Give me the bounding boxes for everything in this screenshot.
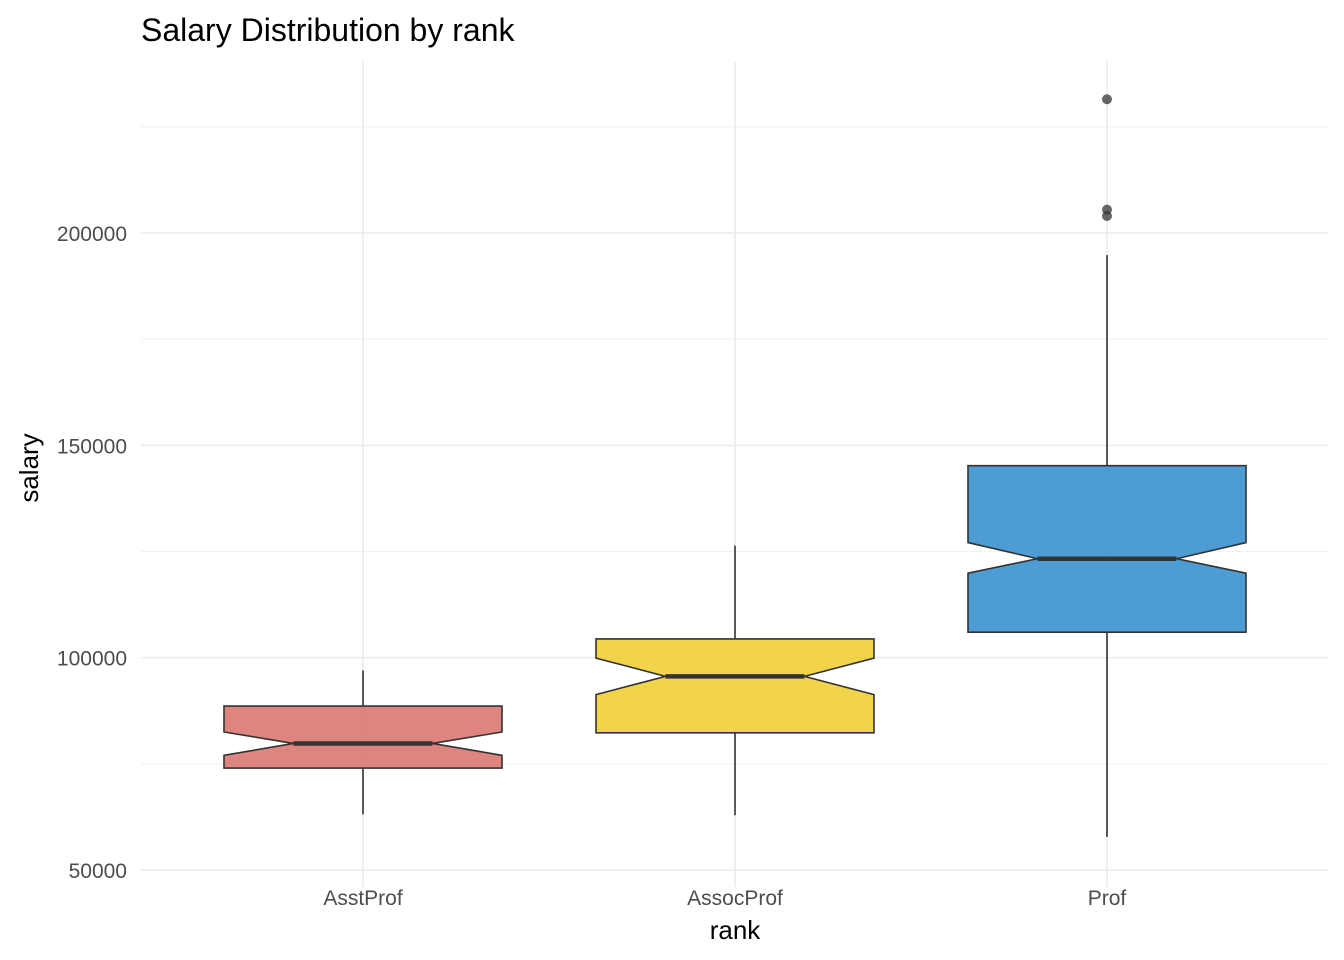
y-tick-label: 100000	[57, 648, 127, 671]
y-axis-title: salary	[14, 433, 44, 502]
box-assocprof	[595, 545, 875, 816]
x-axis-title: rank	[710, 915, 762, 945]
box-body	[223, 705, 503, 769]
outlier-point	[1102, 94, 1112, 105]
box-prof	[967, 94, 1247, 837]
y-tick-label: 150000	[57, 435, 127, 458]
x-tick-label: AsstProf	[323, 887, 403, 910]
y-tick-label: 200000	[57, 223, 127, 246]
x-axis-ticks: AsstProf AssocProf Prof	[323, 887, 1126, 910]
box-plots	[223, 94, 1247, 837]
y-axis-ticks: 50000 100000 150000 200000	[57, 223, 127, 883]
x-tick-label: Prof	[1088, 887, 1127, 910]
chart-title: Salary Distribution by rank	[141, 12, 515, 48]
x-tick-label: AssocProf	[687, 887, 783, 910]
box-asstprof	[223, 670, 503, 815]
outlier-point	[1102, 204, 1112, 215]
box-body	[595, 638, 875, 734]
box-body	[967, 464, 1247, 633]
y-tick-label: 50000	[69, 860, 127, 883]
